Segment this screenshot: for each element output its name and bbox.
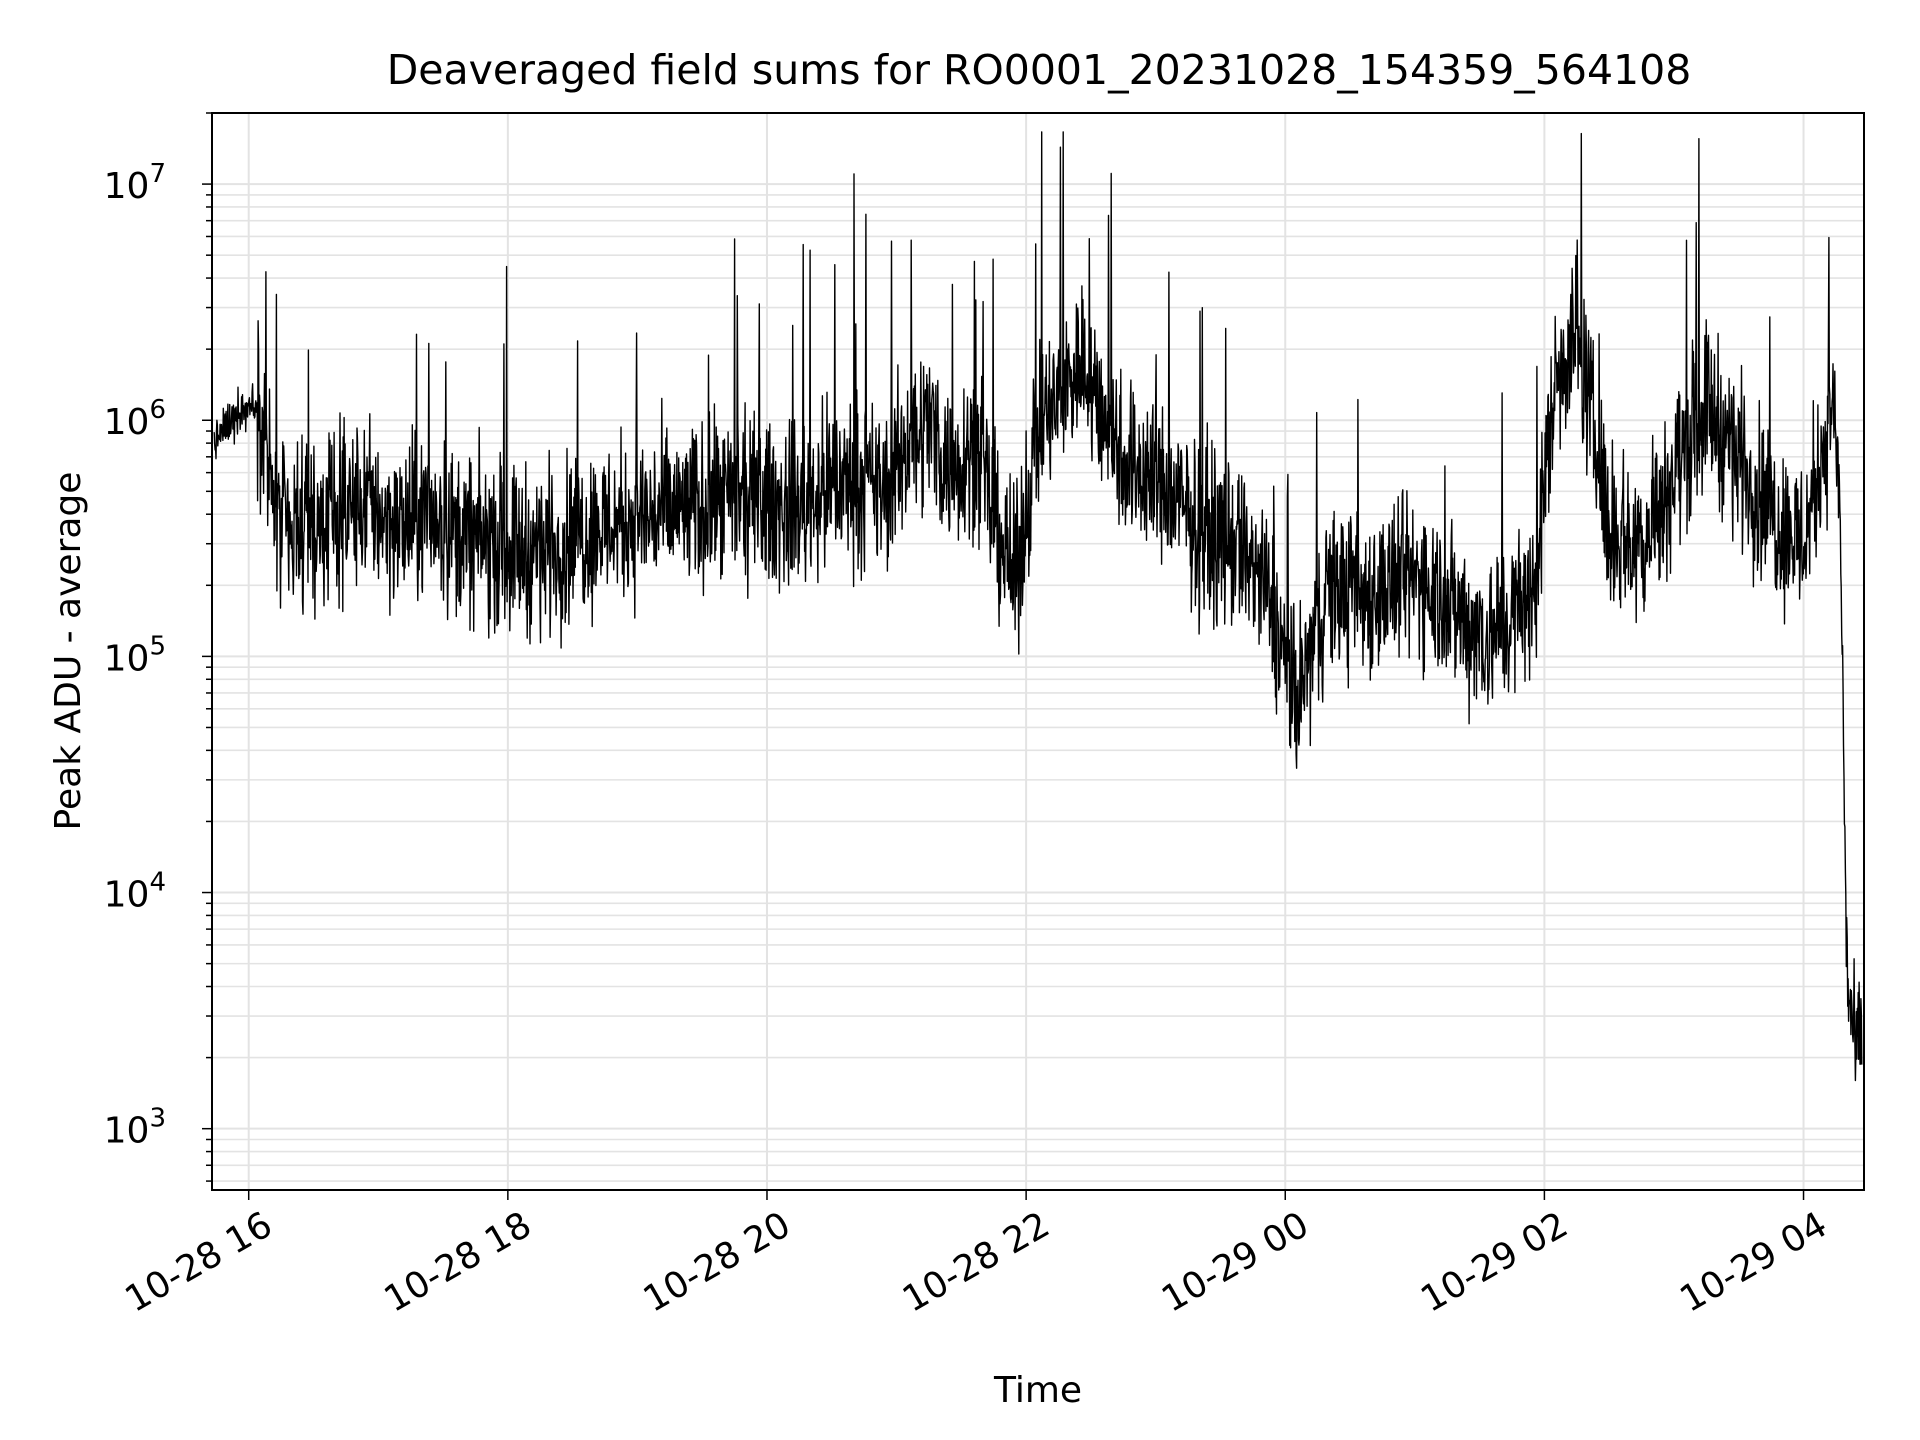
plot-frame: [211, 112, 1865, 1191]
y-tick-label: 103: [104, 1104, 166, 1152]
y-tick-label: 106: [104, 395, 166, 443]
y-tick-label: 105: [104, 631, 166, 679]
x-axis-label: Time: [993, 1370, 1082, 1411]
y-axis: 103 104 105 106 107: [104, 112, 212, 1182]
grid: [212, 112, 1864, 1190]
y-tick-label: 104: [104, 868, 166, 916]
chart-title: Deaveraged field sums for RO0001_2023102…: [387, 46, 1692, 94]
y-axis-label: Peak ADU - average: [48, 472, 89, 831]
series-line: [213, 131, 1863, 1082]
y-tick-label: 107: [104, 159, 166, 207]
